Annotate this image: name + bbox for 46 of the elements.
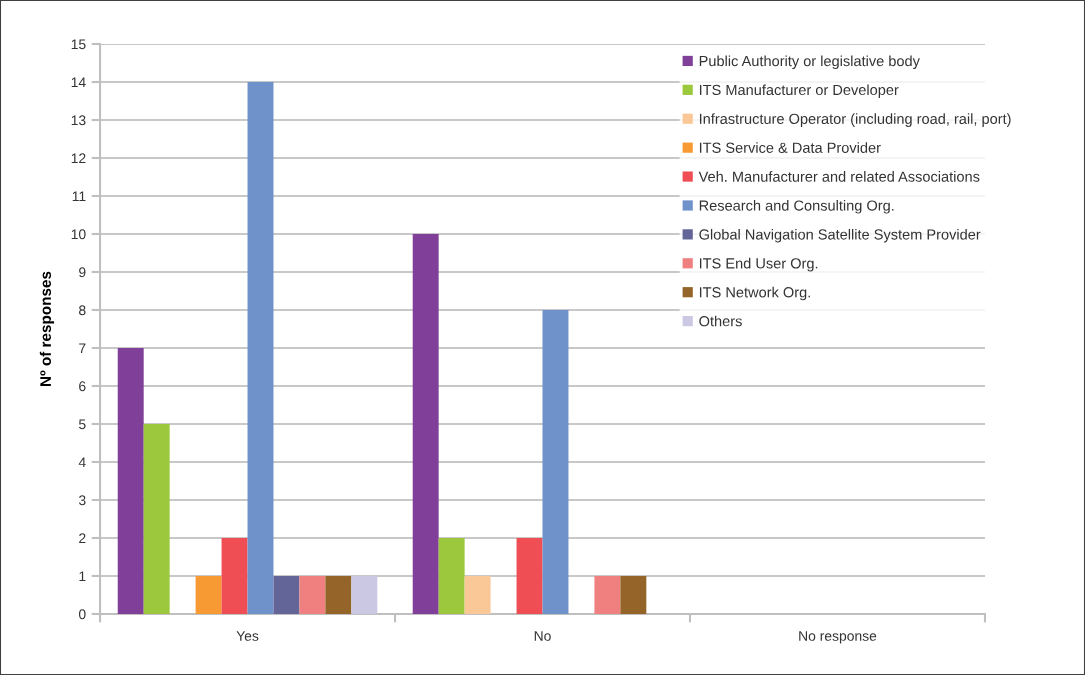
legend-label: Global Navigation Satellite System Provider (699, 228, 981, 243)
bar (438, 537, 465, 614)
bar (516, 537, 543, 614)
bar (299, 575, 326, 614)
bar (594, 575, 621, 614)
y-tick-label: 10 (71, 229, 86, 240)
y-tick-label: 7 (79, 343, 86, 354)
y-tick-label: 4 (78, 457, 86, 468)
bar (195, 575, 222, 614)
bar (542, 310, 569, 614)
legend-label: ITS Manufacturer or Developer (699, 84, 899, 98)
y-tick-label: 14 (71, 77, 86, 88)
bar (325, 575, 352, 614)
x-tick-label: No response (799, 631, 877, 644)
legend-label: Veh. Manufacturer and related Associations (698, 171, 980, 182)
y-tick-label: 0 (78, 609, 86, 620)
y-tick-label: 5 (78, 419, 86, 430)
y-tick-label: 15 (71, 39, 86, 50)
legend-label: Infrastructure Operator (including road, rail, port) (699, 113, 1011, 127)
x-tick-label: Yes (236, 631, 259, 641)
y-tick-label: 12 (71, 153, 86, 164)
y-axis-title: Nº of responses (39, 271, 55, 386)
bar (412, 234, 439, 614)
y-tick-label: 2 (79, 533, 86, 544)
legend-label: Research and Consulting Org. (699, 200, 894, 214)
y-tick-label: 1 (79, 571, 86, 582)
bar (143, 423, 170, 614)
bar (620, 575, 647, 614)
y-tick-label: 6 (79, 381, 86, 392)
legend-label: ITS Network Org. (699, 286, 810, 301)
x-tick-label: No (534, 631, 551, 641)
bar (247, 82, 274, 614)
bar (221, 537, 248, 614)
legend-label: Others (699, 315, 742, 327)
y-tick-label: 3 (78, 495, 86, 506)
bar (464, 575, 491, 614)
bar (117, 347, 144, 614)
y-tick-label: 13 (71, 115, 86, 126)
legend-label: Public Authority or legislative body (699, 55, 920, 70)
y-tick-label: 9 (79, 267, 86, 278)
legend-label: ITS Service & Data Provider (699, 142, 881, 153)
y-tick-label: 8 (79, 305, 86, 316)
y-tick-label: 11 (72, 191, 86, 202)
bar (351, 575, 378, 614)
legend-label: ITS End User Org. (699, 257, 818, 272)
bar (273, 575, 300, 614)
